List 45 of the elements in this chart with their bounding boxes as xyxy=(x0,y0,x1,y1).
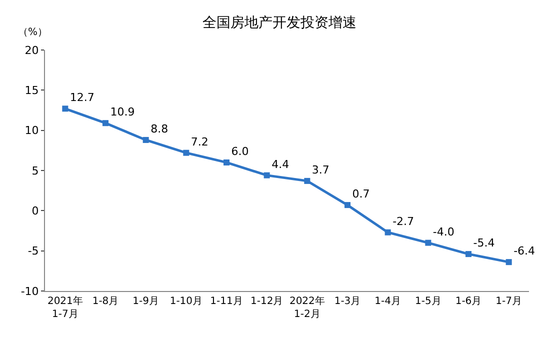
x-tick-label: 1-3月 xyxy=(334,296,361,307)
x-tick-label: 2022年 1-2月 xyxy=(289,295,325,320)
data-label: -2.7 xyxy=(392,214,414,228)
chart-title: 全国房地产开发投资增速 xyxy=(202,14,356,31)
data-label: 6.0 xyxy=(231,144,249,158)
y-tick-label: 15 xyxy=(24,84,39,98)
data-label: 8.8 xyxy=(150,122,168,136)
point xyxy=(102,120,108,126)
data-label: 4.4 xyxy=(272,158,290,171)
x-tick-label: 1-4月 xyxy=(374,296,401,307)
point xyxy=(304,178,310,184)
x-tick-label: 1-12月 xyxy=(250,296,284,307)
point xyxy=(425,240,432,246)
x-tick-label: 1-10月 xyxy=(170,296,203,307)
point xyxy=(62,106,68,112)
y-tick-label: 5 xyxy=(32,164,39,178)
x-tick-label: 1-8月 xyxy=(92,296,119,307)
point xyxy=(264,172,270,178)
data-label: -6.4 xyxy=(514,244,536,258)
y-tick-label: -10 xyxy=(20,284,39,298)
y-tick-label: -5 xyxy=(28,244,39,258)
point xyxy=(384,229,391,236)
y-axis-title: （%） xyxy=(18,27,48,38)
point xyxy=(466,251,472,258)
point xyxy=(344,202,350,208)
data-label: 0.7 xyxy=(352,188,370,201)
data-label: -5.4 xyxy=(473,236,495,250)
x-tick-label: 1-11月 xyxy=(210,296,243,307)
point xyxy=(142,136,149,143)
y-tick-label: 20 xyxy=(24,44,39,57)
x-tick-label: 1-6月 xyxy=(455,296,482,307)
x-tick-label: 1-7月 xyxy=(496,296,522,307)
data-label: 10.9 xyxy=(110,106,135,119)
data-label: -4.0 xyxy=(432,225,454,238)
point xyxy=(506,259,512,266)
data-label: 12.7 xyxy=(70,91,94,104)
y-tick-label: 0 xyxy=(32,204,39,218)
data-label: 3.7 xyxy=(312,163,330,176)
point xyxy=(183,150,190,156)
x-tick-label: 2021年 1-7月 xyxy=(47,295,83,320)
x-tick-label: 1-9月 xyxy=(132,296,159,307)
y-tick-label: 10 xyxy=(24,124,39,138)
data-label: 7.2 xyxy=(190,135,208,148)
x-tick-label: 1-5月 xyxy=(415,296,442,307)
point xyxy=(224,159,230,166)
